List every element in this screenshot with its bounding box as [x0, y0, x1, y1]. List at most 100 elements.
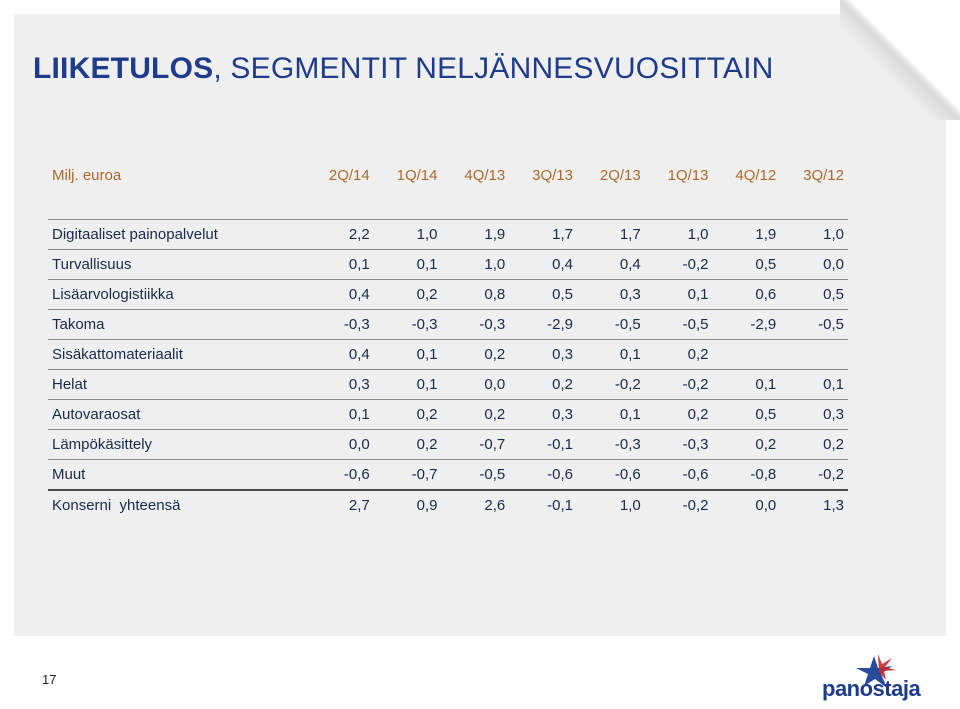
table-cell: 0,2 — [373, 279, 442, 310]
table-cell: -0,3 — [644, 429, 713, 460]
header-unit-label: Milj. euroa — [52, 166, 122, 184]
column-header: 3Q/12 — [803, 166, 844, 184]
table-cell: -0,5 — [441, 459, 510, 491]
table-row: Turvallisuus 0,1 0,1 1,0 0,4 0,4 -0,2 0,… — [48, 249, 848, 280]
total-cell: -0,2 — [682, 497, 709, 514]
table-cell: 0,2 — [780, 429, 848, 460]
row-label: Muut — [48, 459, 306, 491]
table-cell — [780, 339, 848, 370]
table-cell: 0,1 — [712, 369, 781, 400]
table-cell: -0,3 — [373, 309, 442, 340]
total-row: Konserni yhteensä 2,7 0,9 2,6 -0,1 1,0 -… — [48, 490, 848, 520]
table-cell: 0,1 — [577, 339, 645, 370]
column-header: 1Q/13 — [667, 166, 709, 184]
row-label: Autovaraosat — [48, 399, 306, 430]
table-header-row: Milj. euroa 2Q/14 1Q/14 4Q/13 3Q/13 2Q/1… — [48, 160, 848, 190]
table-cell: 0,2 — [644, 339, 713, 370]
table-cell: -0,7 — [373, 459, 442, 491]
table-cell: 0,2 — [373, 399, 442, 430]
column-header: 4Q/13 — [464, 166, 506, 184]
table-cell: 0,2 — [441, 339, 510, 370]
row-label: Helat — [48, 369, 306, 400]
column-header: 2Q/13 — [599, 166, 641, 184]
table-cell: 0,1 — [373, 339, 442, 370]
table-cell: -0,8 — [712, 459, 781, 491]
table-cell: 1,9 — [441, 219, 510, 250]
table-row: Sisäkattomateriaalit 0,4 0,1 0,2 0,3 0,1… — [48, 339, 848, 370]
row-label: Sisäkattomateriaalit — [48, 339, 306, 370]
table-row: Autovaraosat 0,1 0,2 0,2 0,3 0,1 0,2 0,5… — [48, 399, 848, 430]
table-cell: -2,9 — [712, 309, 781, 340]
total-cell: 1,3 — [823, 497, 844, 514]
column-header: 1Q/14 — [396, 166, 438, 184]
table-cell: 0,5 — [780, 279, 848, 310]
table-cell: 0,5 — [712, 399, 781, 430]
total-cell: -0,1 — [547, 497, 573, 514]
slide-title: LIIKETULOS, SEGMENTIT NELJÄNNESVUOSITTAI… — [33, 52, 774, 86]
table-row: Takoma -0,3 -0,3 -0,3 -2,9 -0,5 -0,5 -2,… — [48, 309, 848, 340]
table-cell: 0,2 — [373, 429, 442, 460]
table-cell: 0,2 — [441, 399, 510, 430]
table-row: Lisäarvologistiikka 0,4 0,2 0,8 0,5 0,3 … — [48, 279, 848, 310]
total-cell: 0,9 — [416, 497, 438, 514]
table-cell: -0,5 — [577, 309, 645, 340]
table-cell — [712, 339, 781, 370]
table-cell: 1,7 — [577, 219, 645, 250]
table-cell: 0,5 — [712, 249, 781, 280]
table-cell: -0,2 — [577, 369, 645, 400]
row-label: Lämpökäsittely — [48, 429, 306, 460]
table-row: Muut -0,6 -0,7 -0,5 -0,6 -0,6 -0,6 -0,8 … — [48, 459, 848, 491]
star-logo-icon — [856, 654, 896, 688]
table-cell: 0,3 — [306, 369, 374, 400]
table-cell: 0,4 — [306, 339, 374, 370]
table-cell: 1,9 — [712, 219, 781, 250]
table-cell: 0,5 — [509, 279, 577, 310]
total-cell: 2,6 — [484, 497, 506, 514]
total-cell: 1,0 — [619, 497, 641, 514]
panostaja-logo: panostaja — [822, 652, 932, 706]
table-cell: 0,2 — [712, 429, 781, 460]
table-cell: 0,6 — [712, 279, 781, 310]
table-cell: 0,1 — [306, 249, 374, 280]
table-cell: -0,3 — [577, 429, 645, 460]
table-cell: 0,0 — [306, 429, 374, 460]
table-cell: 0,3 — [509, 399, 577, 430]
table-cell: 1,0 — [441, 249, 510, 280]
table-cell: 0,4 — [306, 279, 374, 310]
table-cell: 0,1 — [306, 399, 374, 430]
table-cell: 1,0 — [373, 219, 442, 250]
table-cell: -0,2 — [780, 459, 848, 491]
row-label: Lisäarvologistiikka — [48, 279, 306, 310]
row-label: Takoma — [48, 309, 306, 340]
table-cell: -0,1 — [509, 429, 577, 460]
table-row: Lämpökäsittely 0,0 0,2 -0,7 -0,1 -0,3 -0… — [48, 429, 848, 460]
page-curl — [850, 0, 960, 110]
table-row: Helat 0,3 0,1 0,0 0,2 -0,2 -0,2 0,1 0,1 — [48, 369, 848, 400]
table-cell: 1,0 — [780, 219, 848, 250]
table-cell: 0,3 — [780, 399, 848, 430]
table-cell: -0,2 — [644, 249, 713, 280]
table-cell: 2,2 — [306, 219, 374, 250]
title-bold: LIIKETULOS — [33, 52, 214, 85]
table-cell: 1,0 — [644, 219, 713, 250]
table-cell: -0,7 — [441, 429, 510, 460]
table-cell: 0,8 — [441, 279, 510, 310]
table-cell: -0,6 — [306, 459, 374, 491]
table-cell: 0,3 — [509, 339, 577, 370]
table-cell: 0,1 — [373, 249, 442, 280]
page-number: 17 — [42, 672, 57, 687]
column-header: 2Q/14 — [328, 166, 370, 184]
header-spacer — [48, 190, 848, 220]
column-header: 3Q/13 — [532, 166, 573, 184]
row-label: Turvallisuus — [48, 249, 306, 280]
table-cell: 0,1 — [644, 279, 713, 310]
table-cell: 0,3 — [577, 279, 645, 310]
table-cell: -2,9 — [509, 309, 577, 340]
table-cell: 0,0 — [441, 369, 510, 400]
table-cell: -0,6 — [577, 459, 645, 491]
table-cell: 0,4 — [509, 249, 577, 280]
title-rest: , SEGMENTIT NELJÄNNESVUOSITTAIN — [213, 52, 774, 85]
total-cell: 0,0 — [755, 497, 777, 514]
table-cell: -0,3 — [306, 309, 374, 340]
total-cell: 2,7 — [348, 497, 370, 514]
